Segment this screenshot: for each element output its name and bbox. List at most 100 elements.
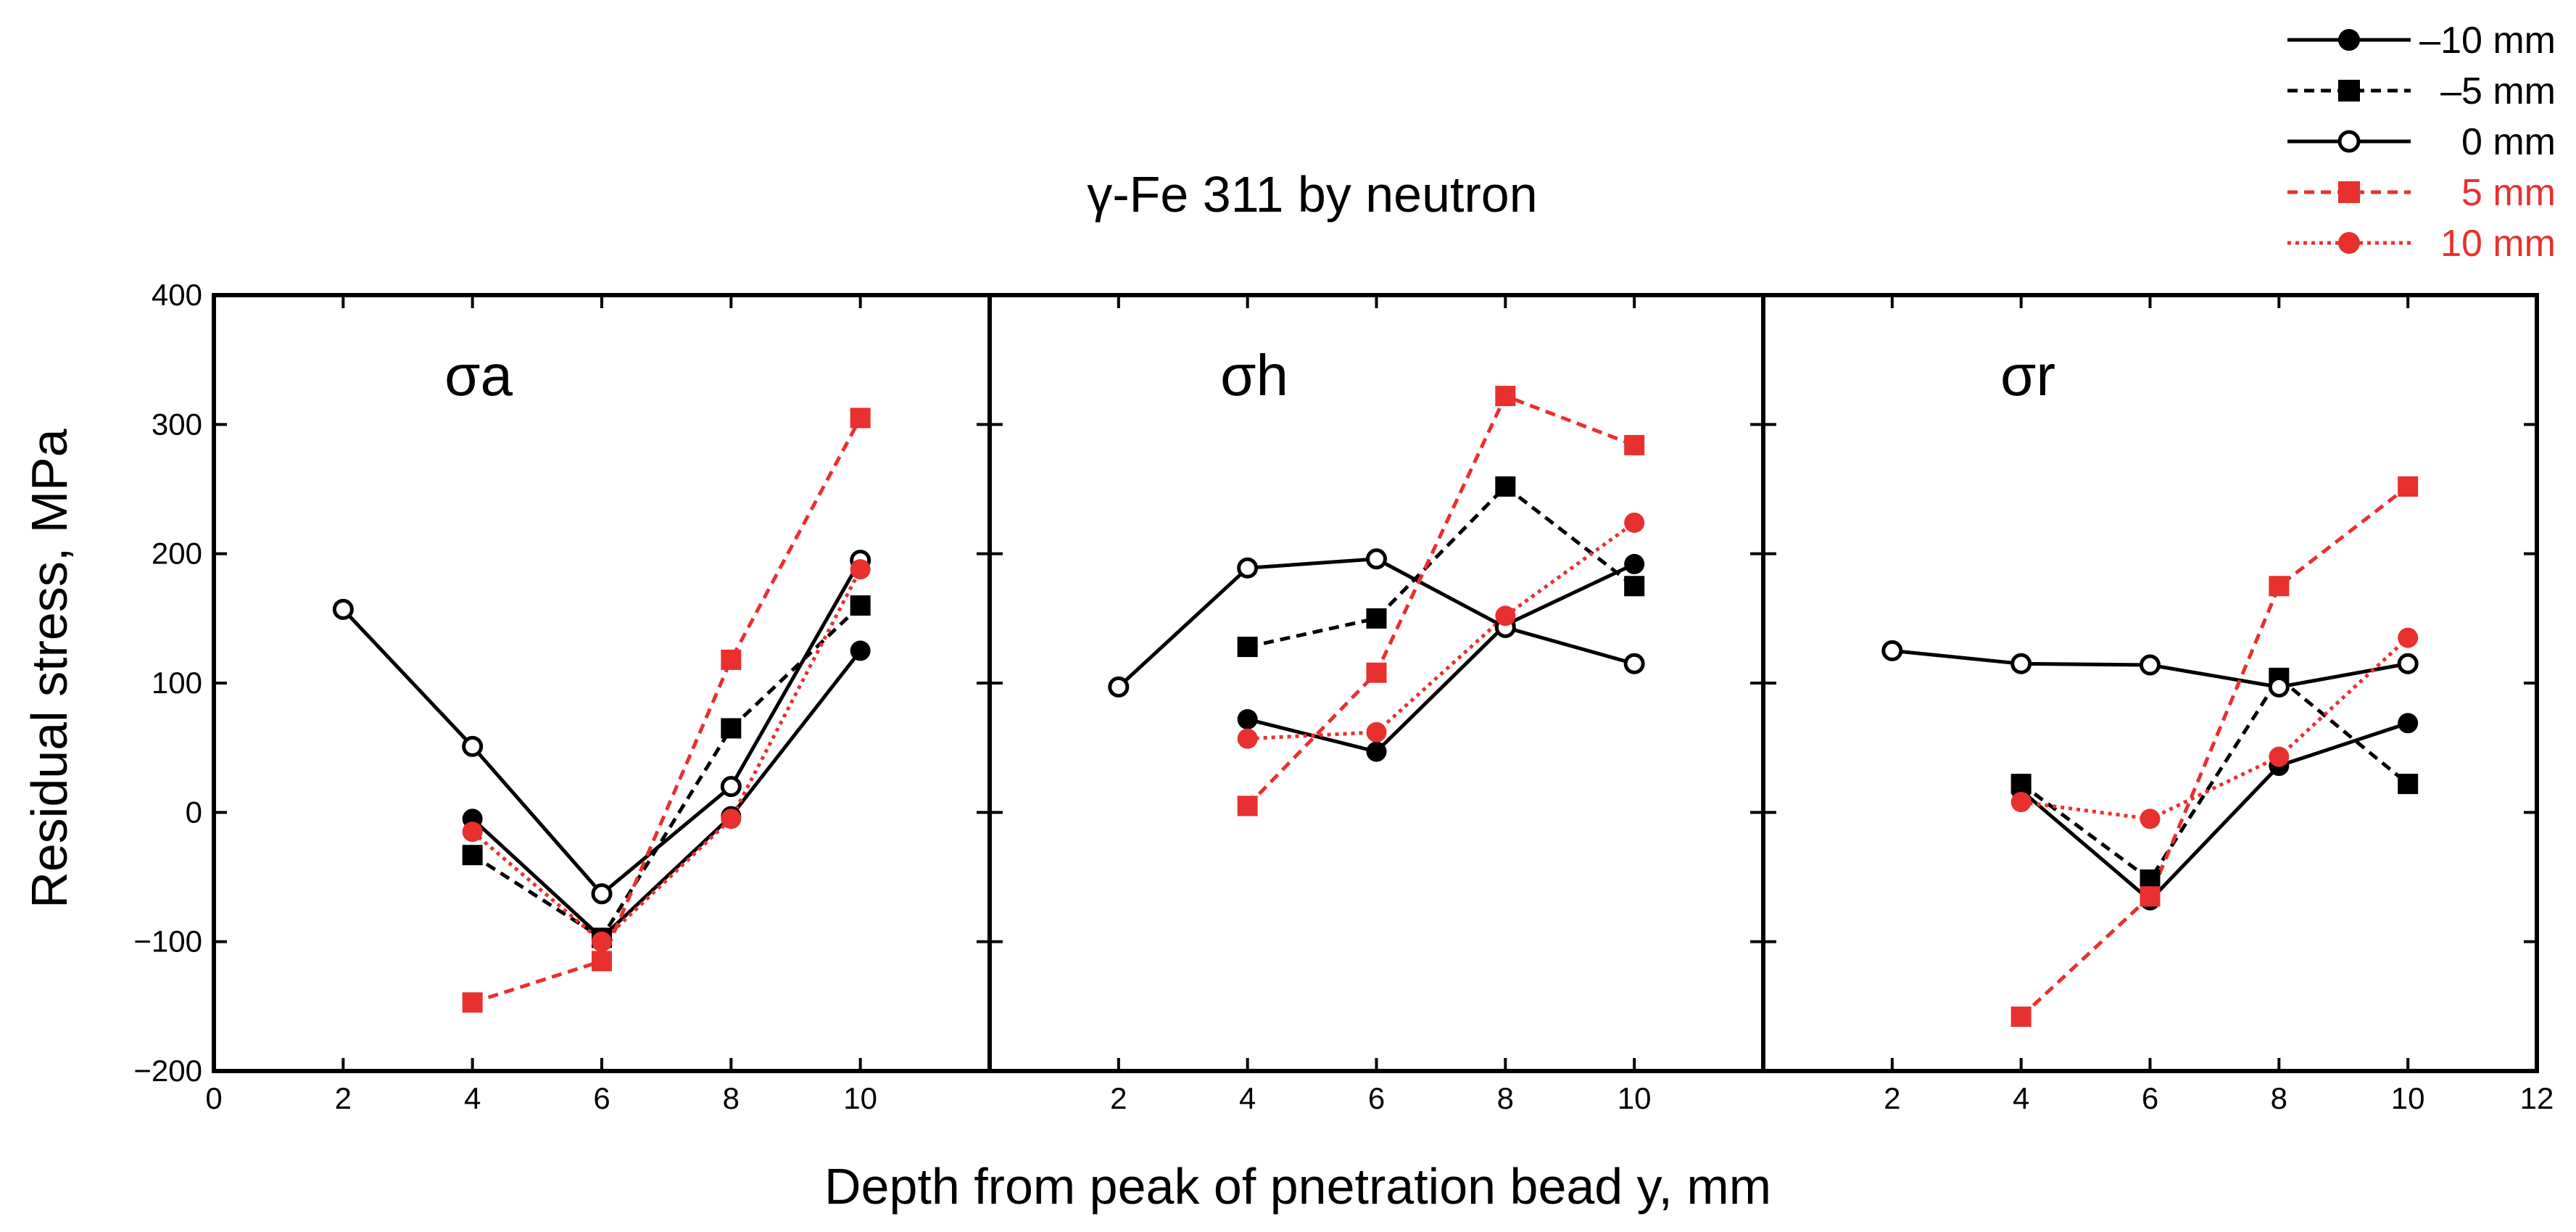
data-point (2010, 792, 2032, 813)
x-tick-label: 12 (2520, 1081, 2554, 1115)
data-point (2010, 1006, 2032, 1028)
series-line (471, 417, 862, 1004)
panel-frame (987, 293, 1765, 1073)
legend-label: –5 mm (2440, 70, 2556, 112)
legend-label: 10 mm (2440, 223, 2556, 265)
legend-label: 5 mm (2461, 172, 2556, 214)
panel-label: σa (444, 343, 513, 408)
x-tick-label: 8 (2271, 1081, 2287, 1115)
legend-item: 0 mm (2287, 121, 2556, 163)
data-point (2010, 774, 2032, 795)
x-tick-label: 10 (2391, 1081, 2425, 1115)
data-point (2140, 886, 2161, 907)
y-axis-title: Residual stress, MPa (21, 429, 78, 908)
data-point (721, 718, 742, 739)
data-point (2397, 653, 2419, 674)
data-point (1495, 605, 1516, 627)
data-point (1495, 476, 1516, 497)
data-point (2398, 627, 2419, 648)
data-point (2010, 653, 2032, 674)
series-line (2020, 675, 2409, 882)
data-point (850, 595, 871, 616)
data-point (591, 883, 613, 905)
legend: –10 mm –5 mm 0 mm 5 mm 10 mm (2287, 20, 2556, 265)
data-point (2398, 774, 2419, 795)
series-line (2021, 636, 2409, 821)
legend-marker (2338, 232, 2360, 254)
y-tick-label: 400 (152, 278, 202, 312)
x-tick-label: 2 (1110, 1081, 1127, 1115)
data-point (2398, 476, 2419, 497)
x-tick-label: 2 (1884, 1081, 1900, 1115)
x-tick-label: 0 (205, 1081, 222, 1115)
data-point (2269, 746, 2290, 767)
data-point (462, 845, 483, 866)
legend-marker (2337, 130, 2361, 153)
data-point (1881, 640, 1903, 661)
data-point (850, 559, 871, 580)
data-point (2140, 809, 2161, 830)
y-tick-label: −200 (133, 1054, 202, 1088)
x-tick-label: 2 (335, 1081, 352, 1115)
data-point (1237, 637, 1258, 658)
data-point (1495, 386, 1516, 407)
x-tick-label: 4 (1239, 1081, 1256, 1115)
series-line (1246, 393, 1636, 808)
data-point (2140, 654, 2161, 676)
panel-frame (1761, 293, 2539, 1073)
data-point (2268, 676, 2290, 698)
legend-item: –5 mm (2287, 70, 2556, 112)
y-tick-label: −100 (133, 925, 202, 959)
x-tick-label: 8 (723, 1081, 740, 1115)
data-point (850, 640, 871, 661)
data-point (1366, 741, 1387, 762)
series-line (2019, 484, 2409, 1018)
x-tick-label: 4 (464, 1081, 481, 1115)
data-point (1366, 722, 1387, 743)
x-tick-label: 6 (593, 1081, 610, 1115)
data-point (462, 822, 483, 843)
data-point (721, 809, 742, 830)
data-point (332, 598, 354, 620)
data-point (1624, 553, 1645, 574)
x-tick-label: 6 (1368, 1081, 1385, 1115)
series-line (471, 649, 862, 940)
legend-label: –10 mm (2419, 20, 2556, 62)
data-point (1108, 676, 1130, 698)
legend-marker (2338, 181, 2360, 203)
y-tick-label: 200 (152, 537, 202, 571)
y-tick-label: 100 (152, 666, 202, 700)
data-point (1624, 576, 1645, 597)
legend-marker (2338, 29, 2360, 51)
data-point (1623, 653, 1645, 674)
data-point (592, 951, 612, 972)
legend-label: 0 mm (2461, 121, 2556, 163)
x-tick-label: 4 (2013, 1081, 2029, 1115)
data-point (2269, 576, 2290, 597)
legend-item: 5 mm (2287, 172, 2556, 214)
series-line (471, 568, 862, 945)
data-point (1624, 512, 1645, 533)
y-tick-label: 0 (186, 795, 202, 829)
data-point (721, 649, 742, 670)
data-point (592, 931, 612, 952)
panels: −200 −100 0 100 200 300 400 0 2 4 6 8 10 σa 2 4 6 8 10 σh 2 4… (133, 278, 2554, 1115)
legend-marker (2338, 80, 2360, 102)
data-point (1237, 708, 1258, 729)
panel-label: σh (1220, 343, 1288, 408)
series-line (471, 604, 862, 940)
data-point (850, 408, 871, 429)
series-line (1247, 521, 1636, 741)
panel-label: σr (2000, 343, 2055, 408)
chart-title: γ-Fe 311 by neutron (1087, 166, 1537, 223)
data-point (1366, 548, 1387, 570)
data-point (1624, 434, 1645, 455)
panel-1: −200 −100 0 100 200 300 400 0 2 4 6 8 10 σa (133, 278, 992, 1115)
panel-3: 2 4 6 8 10 12 σr (1761, 293, 2554, 1115)
x-tick-label: 6 (2142, 1081, 2158, 1115)
legend-item: 10 mm (2287, 223, 2556, 265)
data-point (1366, 608, 1387, 629)
x-tick-label: 8 (1497, 1081, 1514, 1115)
x-axis-title: Depth from peak of pnetration bead y, mm (824, 1158, 1771, 1215)
x-tick-label: 10 (1618, 1081, 1652, 1115)
